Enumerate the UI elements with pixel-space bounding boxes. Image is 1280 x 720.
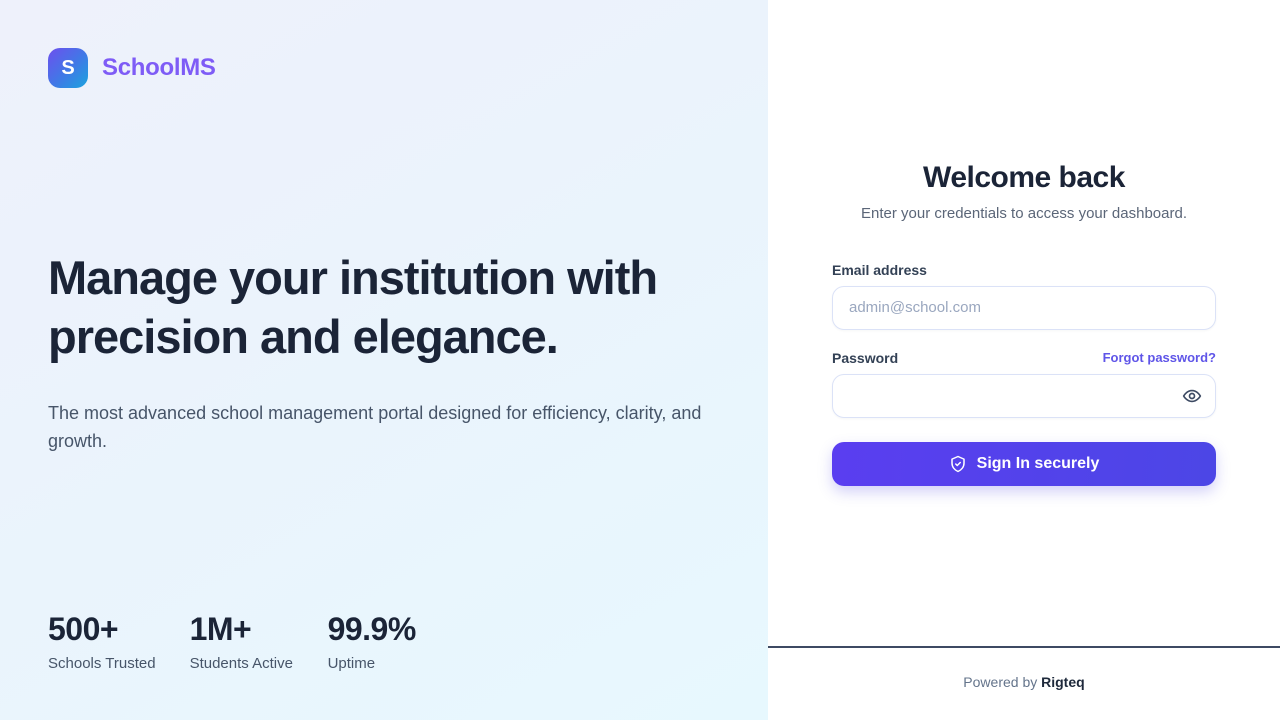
email-label: Email address [832,261,927,278]
password-header: Password Forgot password? [832,350,1216,366]
stats-row: 500+ Schools Trusted 1M+ Students Active… [48,611,432,672]
password-field[interactable] [832,373,1216,418]
sign-in-button-label: Sign In securely [976,454,1100,472]
login-title: Welcome back [923,160,1125,194]
login-subtitle: Enter your credentials to access your da… [860,204,1187,222]
stat-value: 500+ [48,611,119,647]
hero-panel: S SchoolMS Manage your institution with … [0,0,768,720]
password-wrap [832,373,1216,418]
powered-by-text: Powered by [963,674,1038,690]
hero-title: Manage your institution with precision a… [48,251,658,364]
forgot-password-link[interactable]: Forgot password? [1102,350,1216,365]
stat-schools: 500+ Schools Trusted [48,611,156,672]
stat-value: 99.9% [327,611,417,647]
stat-label: Uptime [327,655,376,672]
stat-label: Schools Trusted [48,655,156,672]
stat-value: 1M+ [189,611,252,647]
hero-subtitle: The most advanced school management port… [48,403,702,452]
brand-logo-icon: S [48,48,88,88]
stat-uptime: 99.9% Uptime [328,611,432,672]
login-footer: Powered by Rigteq [768,646,1280,720]
hero-copy: Manage your institution with precision a… [48,248,738,456]
footer-company: Rigteq [1041,674,1085,690]
stat-students: 1M+ Students Active [190,611,294,672]
brand-logo-letter: S [61,56,75,79]
brand: S SchoolMS [48,48,216,88]
login-panel: Welcome back Enter your credentials to a… [768,0,1280,720]
eye-icon [1182,386,1202,406]
brand-name: SchoolMS [102,54,216,81]
email-field[interactable] [832,285,1216,330]
login-card: Welcome back Enter your credentials to a… [832,161,1216,486]
password-label: Password [832,349,899,366]
login-center: Welcome back Enter your credentials to a… [768,0,1280,646]
password-visibility-toggle[interactable] [1180,384,1204,408]
login-form: Email address Password Forgot password? [832,262,1216,486]
shield-check-icon [949,455,967,473]
sign-in-button[interactable]: Sign In securely [832,441,1216,486]
stat-label: Students Active [189,655,293,672]
